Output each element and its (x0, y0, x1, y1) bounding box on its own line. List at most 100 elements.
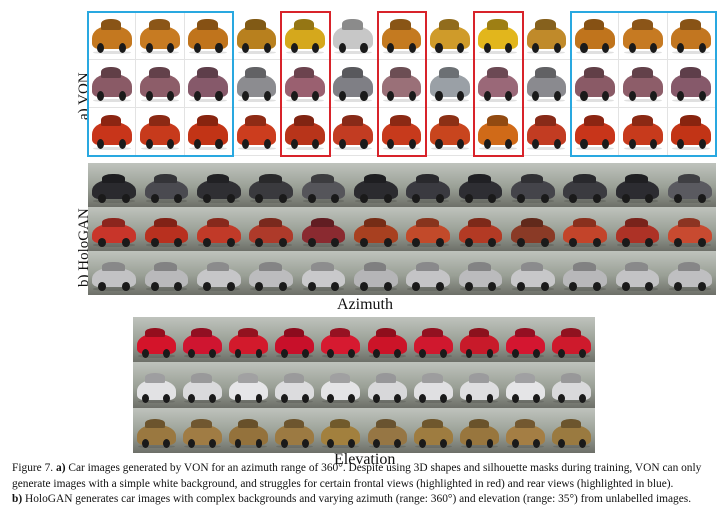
hologan-elevation-image (133, 362, 180, 408)
car-wheel (373, 439, 381, 449)
car-body (406, 223, 451, 247)
hologan-azimuth-image (349, 163, 402, 207)
von-car-image (667, 108, 716, 156)
car-wheel (255, 193, 264, 203)
hologan-elevation-image (410, 317, 457, 363)
car-wheel (383, 237, 392, 247)
car-shadow (368, 354, 406, 358)
car-wheel (326, 348, 334, 358)
car-body (285, 74, 325, 101)
von-car-image (619, 12, 668, 60)
von-car-image (522, 60, 572, 108)
car-body (301, 179, 346, 203)
car-body (460, 424, 499, 449)
car-body (506, 424, 546, 449)
car-wheel (150, 281, 159, 291)
von-car-image (426, 60, 475, 108)
caption-part-b-text: HoloGAN generates car images with comple… (22, 493, 692, 506)
car-wheel (440, 439, 448, 449)
car-body (182, 334, 222, 358)
car-shadow (479, 146, 518, 151)
hologan-elevation-image (364, 317, 411, 363)
car-wheel (312, 138, 320, 149)
car-shadow (461, 399, 498, 404)
car-shadow (407, 287, 450, 291)
car-shadow (616, 199, 659, 203)
car-shadow (93, 199, 136, 203)
car-wheel (408, 42, 416, 53)
car-wheel (569, 193, 578, 203)
car-shadow (285, 146, 324, 151)
car-shadow (368, 444, 406, 449)
car-body (136, 424, 176, 449)
car-body (413, 379, 453, 404)
car-body (506, 334, 546, 358)
car-shadow (230, 444, 267, 449)
car-wheel (167, 42, 175, 53)
car-wheel (290, 90, 298, 101)
car-wheel (673, 237, 682, 247)
car-body (333, 74, 374, 101)
hologan-azimuth-image (611, 251, 664, 295)
von-car-image (619, 60, 668, 108)
car-wheel (202, 281, 211, 291)
hologan-elevation-image (179, 362, 226, 408)
car-wheel (532, 439, 540, 449)
car-wheel (97, 90, 105, 101)
car-wheel (408, 138, 416, 149)
car-wheel (338, 42, 347, 53)
car-wheel (532, 138, 540, 149)
hologan-azimuth-image (611, 207, 664, 251)
car-wheel (359, 237, 368, 247)
car-wheel (456, 42, 465, 53)
car-wheel (193, 42, 202, 53)
car-wheel (621, 193, 630, 203)
car-body (275, 379, 315, 404)
car-wheel (394, 348, 402, 358)
car-wheel (516, 193, 525, 203)
hologan-elevation-image (133, 407, 180, 453)
hologan-azimuth-image (192, 207, 245, 251)
hologan-elevation-image (225, 407, 272, 453)
car-shadow (507, 399, 545, 404)
car-wheel (383, 281, 392, 291)
von-car-image (136, 108, 185, 156)
caption-figure-number: Figure 7. (12, 462, 54, 474)
car-wheel (569, 237, 578, 247)
car-body (671, 26, 712, 53)
car-body (478, 74, 518, 101)
car-shadow (322, 444, 360, 449)
car-shadow (334, 50, 373, 55)
car-wheel (163, 439, 171, 449)
car-body (526, 74, 567, 101)
car-shadow (92, 98, 131, 103)
car-shadow (145, 199, 188, 203)
von-car-image (136, 12, 185, 60)
car-wheel (347, 394, 355, 404)
car-body (574, 122, 615, 149)
car-shadow (430, 50, 469, 55)
car-body (563, 267, 608, 291)
hologan-elevation-image (456, 407, 503, 453)
hologan-elevation-image (410, 362, 457, 408)
hologan-azimuth-image (558, 207, 612, 251)
car-wheel (188, 348, 196, 358)
car-wheel (174, 237, 183, 247)
car-shadow (302, 243, 345, 247)
car-wheel (645, 281, 654, 291)
car-wheel (263, 42, 271, 53)
car-wheel (118, 42, 126, 53)
car-body (144, 179, 189, 203)
car-wheel (456, 90, 465, 101)
car-wheel (98, 237, 107, 247)
car-wheel (279, 193, 287, 203)
car-body (236, 122, 277, 149)
car-wheel (347, 439, 355, 449)
hologan-elevation-image (225, 362, 272, 408)
car-wheel (486, 394, 494, 404)
car-shadow (459, 199, 502, 203)
car-body (321, 334, 361, 358)
car-body (136, 379, 176, 404)
car-shadow (250, 287, 293, 291)
car-wheel (505, 90, 513, 101)
